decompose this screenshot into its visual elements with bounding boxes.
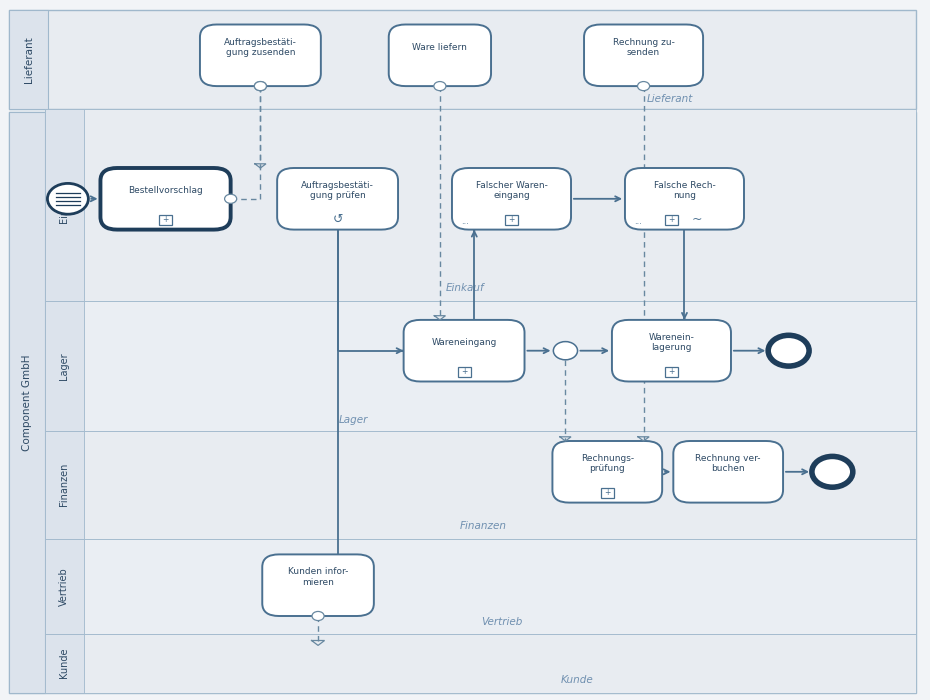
FancyBboxPatch shape [673,441,783,503]
FancyBboxPatch shape [458,367,471,377]
FancyBboxPatch shape [552,441,662,503]
FancyBboxPatch shape [625,168,744,230]
FancyBboxPatch shape [200,25,321,86]
Text: Wareneingang: Wareneingang [432,338,497,347]
FancyBboxPatch shape [159,215,172,225]
Circle shape [553,342,578,360]
Text: Auftragsbestäti-
gung prüfen: Auftragsbestäti- gung prüfen [301,181,374,200]
Bar [45,301,916,430]
Bar [9,112,45,693]
Circle shape [768,335,809,366]
FancyBboxPatch shape [665,367,678,377]
FancyBboxPatch shape [665,215,678,225]
Text: Rechnung zu-
senden: Rechnung zu- senden [613,38,674,57]
Bar [45,634,916,693]
Bar [9,10,48,109]
Text: Lieferant: Lieferant [24,36,33,83]
FancyBboxPatch shape [262,554,374,616]
Text: ...: ... [461,217,469,226]
Text: Bestellvorschlag: Bestellvorschlag [128,186,203,195]
Circle shape [433,82,446,90]
Circle shape [225,194,236,203]
Text: Falsche Rech-
nung: Falsche Rech- nung [654,181,715,200]
Text: Lieferant: Lieferant [646,94,693,104]
FancyBboxPatch shape [505,215,518,225]
Bar [45,539,84,634]
FancyBboxPatch shape [404,320,525,382]
FancyBboxPatch shape [601,488,614,498]
Text: +: + [163,216,168,224]
Text: Lager: Lager [339,415,368,425]
Bar [45,108,916,301]
FancyBboxPatch shape [389,25,491,86]
Text: Warenein-
lagerung: Warenein- lagerung [648,333,695,352]
Bar [45,301,84,430]
Text: ...: ... [634,217,642,226]
Circle shape [312,612,325,620]
Circle shape [812,456,853,487]
FancyBboxPatch shape [100,168,231,230]
Text: Falscher Waren-
eingang: Falscher Waren- eingang [475,181,548,200]
Bar [45,634,84,693]
FancyBboxPatch shape [277,168,398,230]
Bar [9,112,916,693]
Text: Rechnung ver-
buchen: Rechnung ver- buchen [696,454,761,473]
Text: Ware liefern: Ware liefern [412,43,468,52]
Text: Einkauf: Einkauf [60,187,69,223]
Text: Finanzen: Finanzen [460,522,507,531]
Circle shape [47,183,88,214]
FancyBboxPatch shape [452,168,571,230]
FancyBboxPatch shape [584,25,703,86]
Text: ↺: ↺ [332,214,343,226]
Bar [45,430,916,539]
FancyBboxPatch shape [612,320,731,382]
Text: Component GmbH: Component GmbH [22,354,32,451]
Circle shape [255,82,266,90]
Text: Kunden infor-
mieren: Kunden infor- mieren [288,568,348,587]
Text: Auftragsbestäti-
gung zusenden: Auftragsbestäti- gung zusenden [224,38,297,57]
Text: Lager: Lager [60,352,69,379]
Text: Vertrieb: Vertrieb [60,567,69,606]
Text: Einkauf: Einkauf [445,284,485,293]
Bar [9,10,916,109]
Text: +: + [509,216,514,224]
Text: +: + [604,489,610,497]
Text: Kunde: Kunde [560,676,593,685]
Bar [45,108,84,301]
Text: Finanzen: Finanzen [60,463,69,506]
Bar [45,539,916,634]
Circle shape [255,82,266,90]
Circle shape [638,82,649,90]
Text: +: + [461,368,467,376]
Text: +: + [669,368,674,376]
Text: ~: ~ [691,214,702,226]
Text: Rechnungs-
prüfung: Rechnungs- prüfung [580,454,634,473]
Text: +: + [669,216,674,224]
Bar [45,430,84,539]
Text: Kunde: Kunde [60,648,69,678]
Text: Vertrieb: Vertrieb [482,617,523,626]
